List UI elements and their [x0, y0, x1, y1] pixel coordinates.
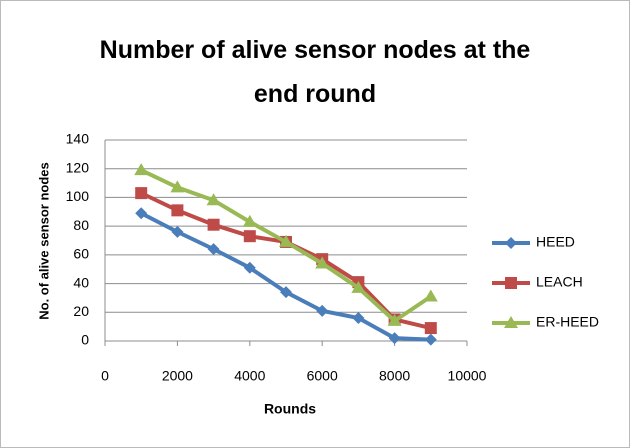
- legend-marker: [505, 237, 517, 249]
- marker: [171, 225, 184, 238]
- marker: [242, 214, 257, 227]
- marker: [424, 333, 437, 346]
- legend-marker: [505, 277, 517, 289]
- y-tick-label: 80: [73, 217, 89, 233]
- marker: [351, 280, 366, 293]
- marker: [280, 286, 292, 299]
- marker: [243, 230, 256, 243]
- y-tick-label: 40: [73, 274, 89, 290]
- marker: [424, 322, 437, 335]
- marker: [387, 313, 402, 326]
- y-tick-label: 20: [73, 303, 89, 319]
- marker: [315, 256, 330, 269]
- y-tick-label: 60: [73, 246, 89, 262]
- legend-marker: [504, 316, 518, 328]
- chart-title: Number of alive sensor nodes at the end …: [99, 36, 531, 108]
- x-axis-label: Rounds: [264, 401, 316, 417]
- y-tick-label: 0: [81, 332, 89, 348]
- x-tick-label: 4000: [234, 368, 265, 384]
- marker: [134, 163, 149, 176]
- y-tick-label: 120: [66, 159, 90, 175]
- marker: [316, 304, 329, 317]
- marker: [206, 193, 221, 206]
- marker: [171, 204, 184, 217]
- marker: [170, 180, 185, 193]
- marker: [279, 234, 293, 247]
- marker: [207, 243, 220, 256]
- y-tick-label: 140: [66, 131, 90, 147]
- y-axis-label: No. of alive sensor nodes: [36, 162, 51, 320]
- marker: [388, 332, 401, 345]
- marker: [423, 289, 438, 302]
- x-tick-label: 0: [101, 368, 109, 384]
- marker: [207, 218, 220, 231]
- marker: [352, 312, 365, 325]
- marker: [243, 261, 256, 274]
- y-tick-label: 100: [66, 188, 90, 204]
- x-tick-label: 10000: [448, 368, 487, 384]
- legend-label: HEED: [536, 234, 575, 250]
- x-tick-label: 6000: [307, 368, 338, 384]
- legend-label: ER-HEED: [536, 314, 599, 330]
- x-tick-label: 8000: [379, 368, 410, 384]
- legend-label: LEACH: [536, 274, 583, 290]
- marker: [135, 207, 148, 220]
- marker: [135, 187, 148, 200]
- x-tick-label: 2000: [162, 368, 193, 384]
